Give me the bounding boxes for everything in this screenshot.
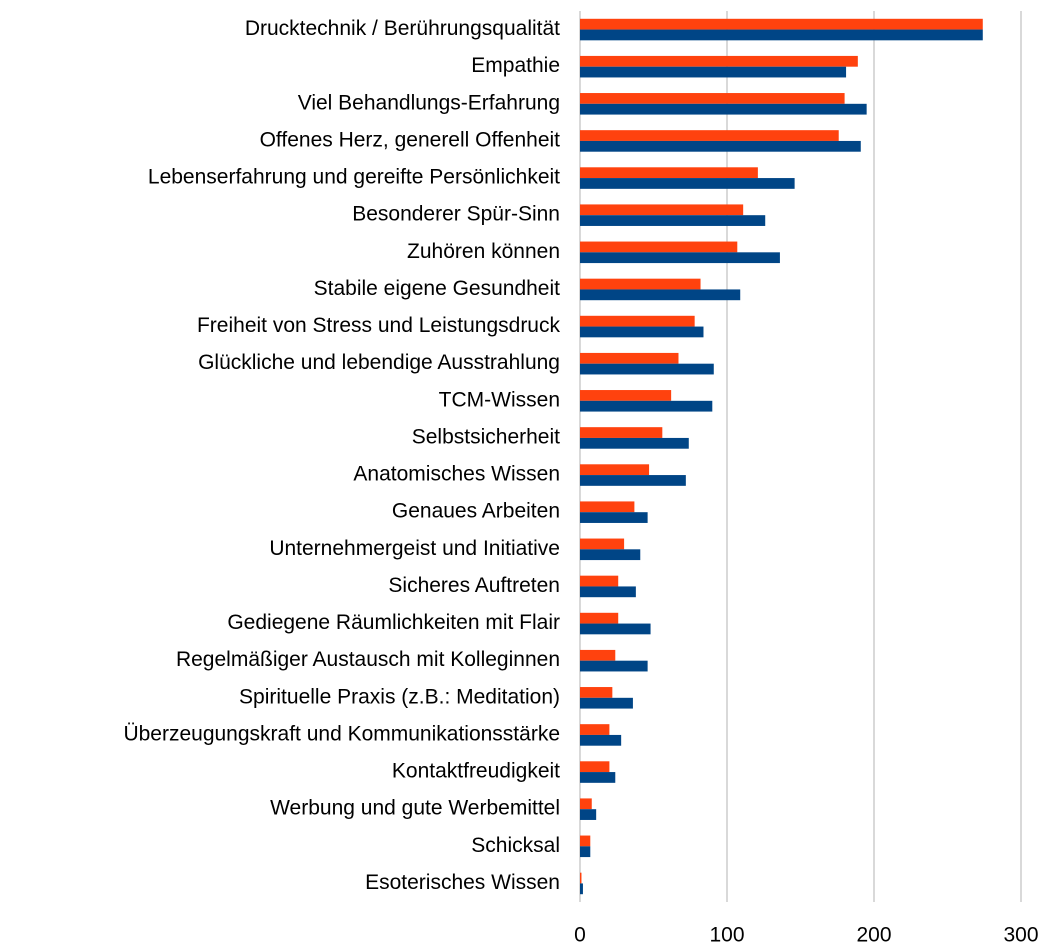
bar xyxy=(580,29,983,41)
bar xyxy=(580,66,847,78)
y-tick-label: Kontaktfreudigkeit xyxy=(392,760,560,783)
y-tick-label: Offenes Herz, generell Offenheit xyxy=(260,128,561,151)
x-tick-label: 100 xyxy=(709,924,744,947)
y-tick-label: Anatomisches Wissen xyxy=(353,463,560,486)
bar xyxy=(580,464,650,476)
bar xyxy=(580,427,663,438)
bar xyxy=(580,252,780,264)
y-tick-label: Gediegene Räumlichkeiten mit Flair xyxy=(227,611,560,634)
bar xyxy=(580,512,648,523)
bar xyxy=(580,612,619,624)
y-tick-label: Überzeugungskraft und Kommunikationsstär… xyxy=(123,722,560,745)
bar xyxy=(580,649,616,661)
bar xyxy=(580,241,738,253)
bar xyxy=(580,400,713,412)
bar xyxy=(580,798,592,810)
bar xyxy=(580,437,689,449)
bar xyxy=(580,549,641,561)
bar xyxy=(580,215,766,226)
bar xyxy=(580,872,582,884)
bar xyxy=(580,687,613,698)
bar xyxy=(580,130,839,141)
y-tick-label: Werbung und gute Werbemittel xyxy=(270,797,560,820)
y-tick-label: Besonderer Spür-Sinn xyxy=(352,203,560,226)
bar xyxy=(580,103,867,115)
bar xyxy=(580,390,672,401)
bar xyxy=(580,697,633,709)
bar xyxy=(580,586,636,598)
y-tick-label: Selbstsicherheit xyxy=(412,425,560,448)
y-tick-label: Genaues Arbeiten xyxy=(392,500,560,523)
y-tick-label: Zuhören können xyxy=(407,240,560,263)
bar xyxy=(580,475,686,486)
bar xyxy=(580,278,701,290)
bar xyxy=(580,178,795,189)
y-tick-label: Spirituelle Praxis (z.B.: Meditation) xyxy=(239,685,560,708)
bar xyxy=(580,501,635,513)
bar xyxy=(580,538,625,550)
bar xyxy=(580,140,861,152)
bar xyxy=(580,352,679,364)
bar xyxy=(580,835,591,847)
x-tick-label: 200 xyxy=(856,924,891,947)
bar xyxy=(580,883,583,895)
bar xyxy=(580,809,597,820)
x-tick-label: 0 xyxy=(574,924,586,947)
bar xyxy=(580,18,983,30)
y-tick-label: TCM-Wissen xyxy=(439,388,560,411)
bar xyxy=(580,734,622,746)
bar xyxy=(580,289,741,301)
bar xyxy=(580,575,619,587)
bar xyxy=(580,724,610,735)
bar xyxy=(580,55,858,67)
y-tick-label: Schicksal xyxy=(471,834,560,857)
bar xyxy=(580,623,651,635)
y-tick-label: Stabile eigene Gesundheit xyxy=(314,277,561,300)
y-tick-label: Esoterisches Wissen xyxy=(365,871,560,894)
bar xyxy=(580,326,704,338)
y-tick-label: Lebenserfahrung und gereifte Persönlichk… xyxy=(148,166,560,189)
y-tick-label: Regelmäßiger Austausch mit Kolleginnen xyxy=(176,648,560,671)
bar xyxy=(580,363,714,375)
bar xyxy=(580,772,616,783)
y-tick-label: Unternehmergeist und Initiative xyxy=(269,537,560,560)
bar xyxy=(580,660,648,672)
bar xyxy=(580,204,744,216)
bar xyxy=(580,761,610,773)
bar xyxy=(580,167,758,179)
y-tick-label: Empathie xyxy=(471,54,560,77)
y-tick-label: Glückliche und lebendige Ausstrahlung xyxy=(198,351,560,374)
bar xyxy=(580,93,845,104)
bar xyxy=(580,315,695,327)
y-tick-label: Sicheres Auftreten xyxy=(388,574,560,597)
y-tick-label: Freiheit von Stress und Leistungsdruck xyxy=(197,314,561,337)
x-tick-label: 300 xyxy=(1003,924,1038,947)
y-tick-label: Viel Behandlungs-Erfahrung xyxy=(298,91,560,114)
y-tick-label: Drucktechnik / Berührungsqualität xyxy=(245,17,560,40)
bar xyxy=(580,846,591,858)
